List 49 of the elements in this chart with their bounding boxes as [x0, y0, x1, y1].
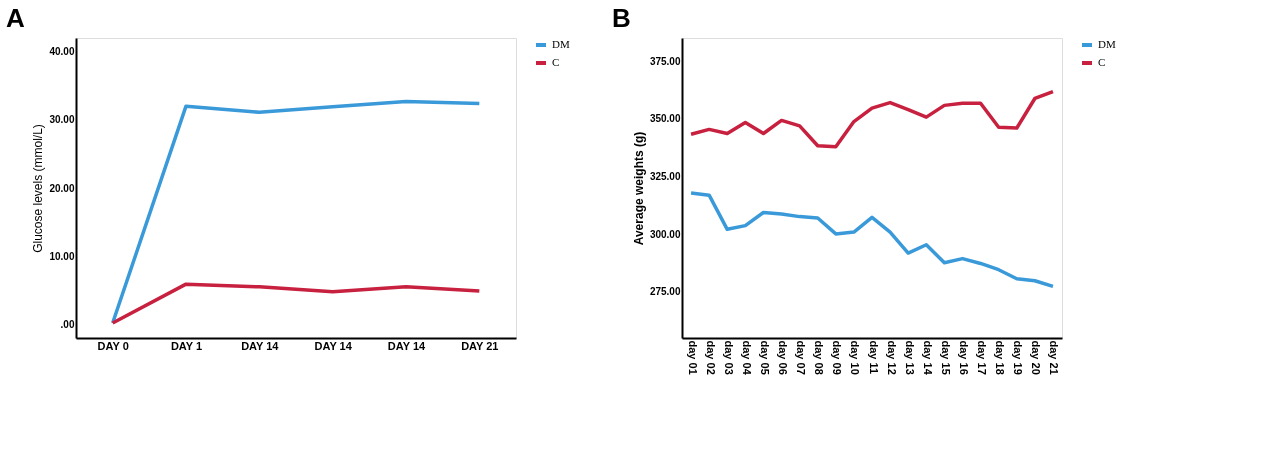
x-tick-label: day 19	[1012, 340, 1025, 375]
x-tick-label: day 15	[939, 340, 952, 375]
x-tick-label: day 13	[903, 340, 916, 375]
x-tick-label: day 04	[740, 340, 753, 376]
y-tick-label: 20.00	[49, 182, 75, 194]
x-tick-label: day 03	[722, 340, 735, 375]
legend-label: C	[1098, 56, 1106, 68]
x-tick-label: day 01	[686, 340, 699, 375]
y-tick-label: 30.00	[49, 114, 75, 126]
line-series	[110, 282, 482, 325]
y-tick-label: .00	[60, 318, 75, 330]
chart-title: B	[612, 3, 631, 33]
x-tick-label: DAY 1	[170, 339, 203, 352]
y-axis-title: Average weights (g)	[631, 131, 646, 246]
x-tick-label: DAY 14	[314, 339, 353, 352]
x-tick-label: DAY 21	[461, 339, 499, 352]
chart-title: A	[6, 3, 25, 33]
x-tick-label: DAY 0	[97, 339, 129, 352]
x-tick-label: DAY 14	[241, 339, 280, 352]
y-axis-title: Glucose levels (mmol/L)	[31, 124, 46, 253]
x-tick-label: day 08	[813, 340, 826, 375]
y-tick-label: 375.00	[649, 55, 681, 67]
y-tick-label: 10.00	[49, 250, 75, 262]
x-tick-label: day 21	[1048, 340, 1061, 375]
legend-label: DM	[552, 38, 570, 50]
line-series	[110, 99, 482, 325]
x-tick-label: day 14	[921, 340, 934, 376]
legend-label: DM	[1098, 38, 1116, 50]
x-tick-label: day 17	[976, 340, 989, 375]
x-tick-label: DAY 14	[387, 339, 427, 352]
x-tick-label: day 16	[957, 340, 970, 375]
y-tick-label: 325.00	[649, 170, 681, 182]
x-tick-label: day 07	[795, 340, 808, 375]
x-tick-label: day 12	[885, 340, 898, 375]
line-series	[689, 191, 1055, 289]
x-tick-label: day 20	[1030, 340, 1043, 375]
line-series	[689, 89, 1055, 149]
legend-label: C	[552, 56, 560, 68]
x-tick-label: day 10	[849, 340, 862, 375]
x-tick-label: day 05	[758, 340, 771, 375]
x-tick-label: day 09	[831, 340, 844, 375]
y-tick-label: 350.00	[649, 113, 681, 125]
x-tick-label: day 11	[867, 340, 880, 375]
y-tick-label: 40.00	[49, 46, 75, 58]
x-tick-label: day 02	[704, 340, 717, 375]
x-tick-label: day 06	[777, 340, 790, 375]
y-tick-label: 275.00	[649, 286, 681, 298]
y-tick-label: 300.00	[649, 228, 681, 240]
x-tick-label: day 18	[994, 340, 1007, 375]
